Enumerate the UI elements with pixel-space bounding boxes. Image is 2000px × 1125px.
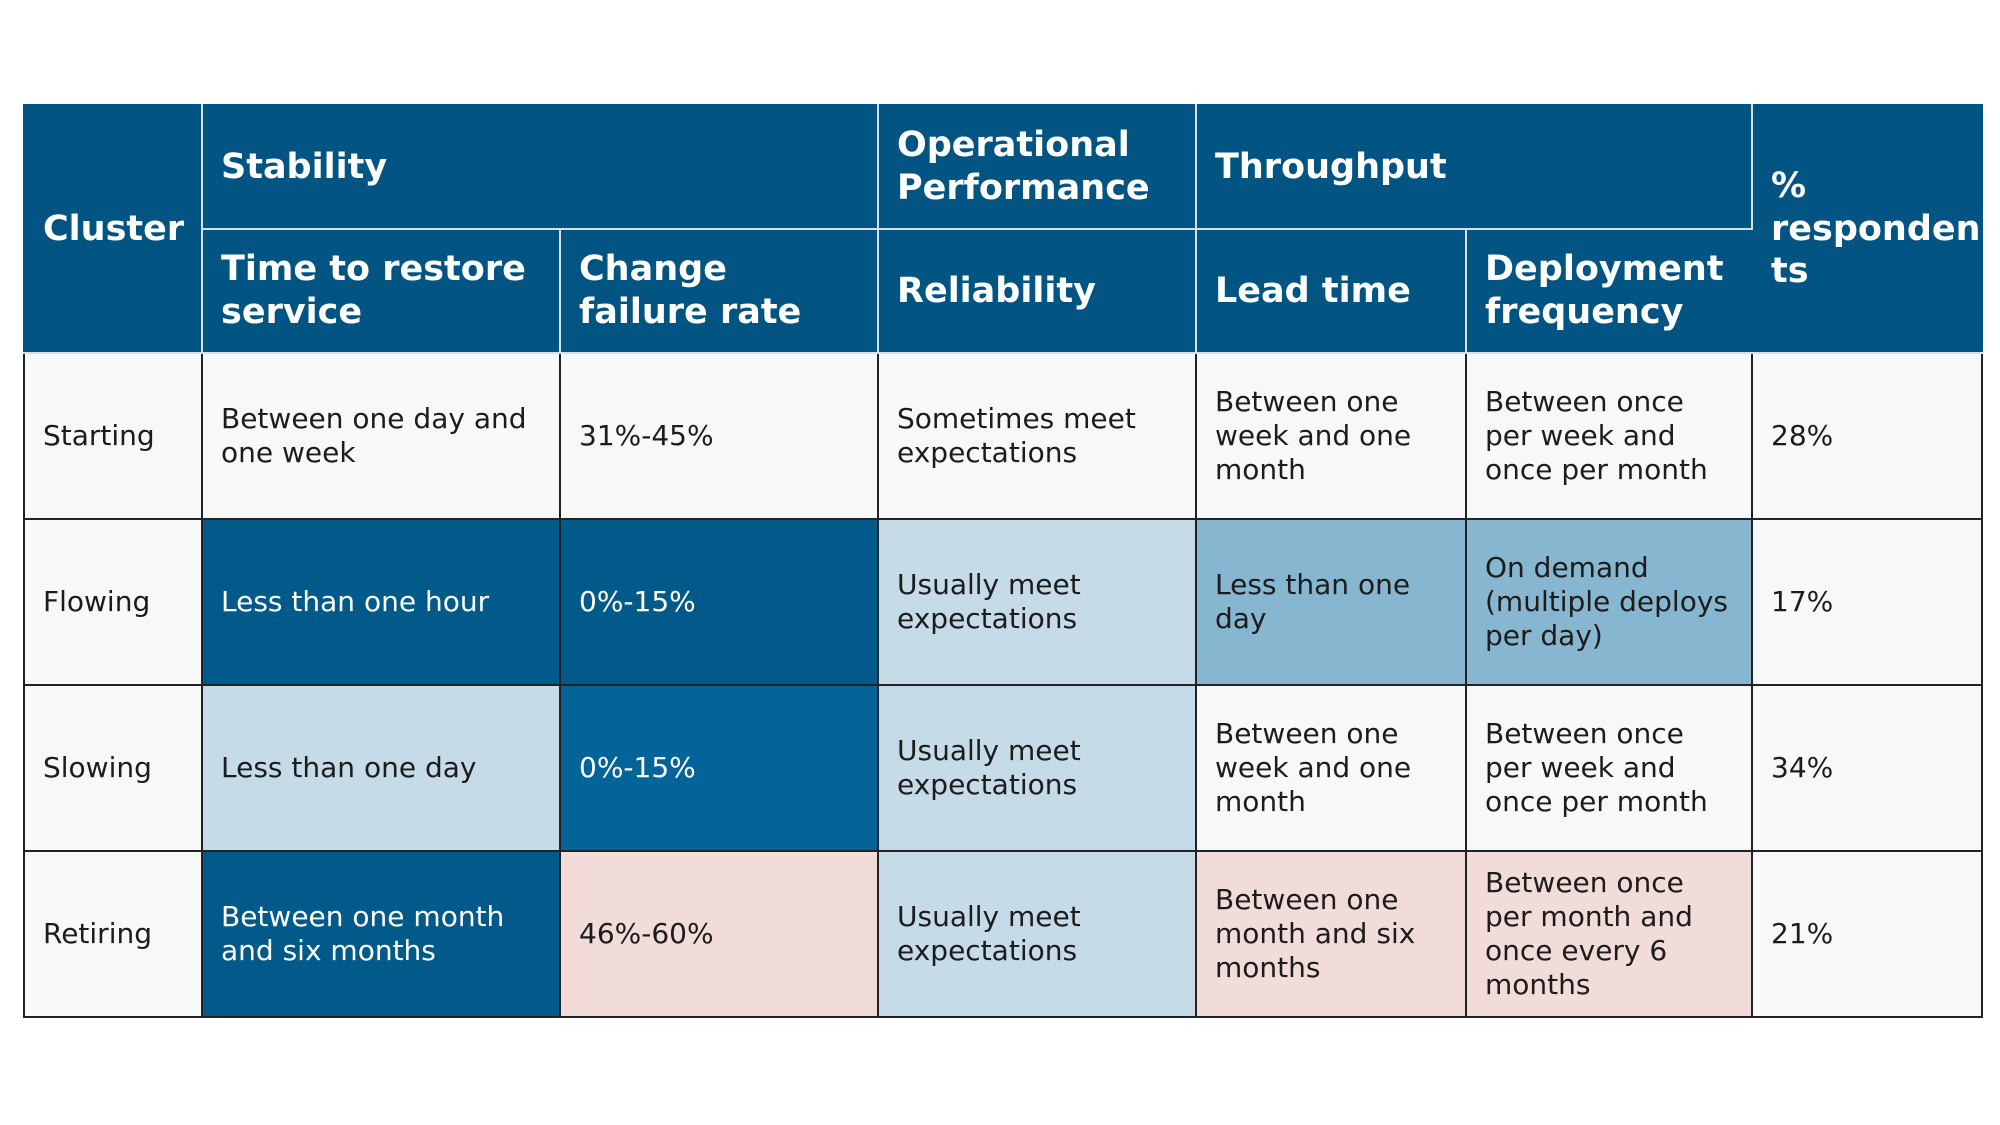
- table-row: Retiring Between one month and six month…: [23, 850, 1983, 1018]
- lead-time-cell: Between one month and six months: [1195, 850, 1467, 1018]
- change-failure-rate-cell: 0%-15%: [559, 684, 879, 852]
- cluster-header: Cluster: [23, 104, 203, 354]
- cluster-cell: Retiring: [23, 850, 203, 1018]
- stability-header: Stability: [201, 104, 879, 230]
- cluster-cell: Starting: [23, 352, 203, 520]
- change-failure-rate-cell: 46%-60%: [559, 850, 879, 1018]
- reliability-cell: Usually meet expectations: [877, 850, 1197, 1018]
- deployment-frequency-cell: Between once per month and once every 6 …: [1465, 850, 1753, 1018]
- time-to-restore-cell: Less than one day: [201, 684, 561, 852]
- cluster-cell: Flowing: [23, 518, 203, 686]
- percent-respondents-header: % responden ts: [1751, 104, 1983, 354]
- reliability-cell: Usually meet expectations: [877, 518, 1197, 686]
- time-to-restore-cell: Between one month and six months: [201, 850, 561, 1018]
- change-failure-rate-cell: 31%-45%: [559, 352, 879, 520]
- time-to-restore-cell: Between one day and one week: [201, 352, 561, 520]
- reliability-cell: Usually meet expectations: [877, 684, 1197, 852]
- operational-performance-header: Operational Performance: [877, 104, 1197, 230]
- respondents-cell: 34%: [1751, 684, 1983, 852]
- header-row-metrics: Time to restore service Change failure r…: [24, 228, 1982, 354]
- reliability-header: Reliability: [877, 228, 1197, 354]
- respondents-cell: 28%: [1751, 352, 1983, 520]
- deployment-frequency-cell: Between once per week and once per month: [1465, 352, 1753, 520]
- cluster-table: Cluster Stability Operational Performanc…: [23, 104, 1983, 1018]
- time-to-restore-cell: Less than one hour: [201, 518, 561, 686]
- throughput-header: Throughput: [1195, 104, 1753, 230]
- time-to-restore-header: Time to restore service: [201, 228, 561, 354]
- cluster-cell: Slowing: [23, 684, 203, 852]
- table-row: Starting Between one day and one week 31…: [23, 352, 1983, 520]
- table-row: Flowing Less than one hour 0%-15% Usuall…: [23, 518, 1983, 686]
- reliability-cell: Sometimes meet expectations: [877, 352, 1197, 520]
- deployment-frequency-cell: On demand (multiple deploys per day): [1465, 518, 1753, 686]
- lead-time-cell: Between one week and one month: [1195, 352, 1467, 520]
- change-failure-rate-header: Change failure rate: [559, 228, 879, 354]
- respondents-cell: 17%: [1751, 518, 1983, 686]
- respondents-cell: 21%: [1751, 850, 1983, 1018]
- lead-time-cell: Between one week and one month: [1195, 684, 1467, 852]
- deployment-frequency-header: Deployment frequency: [1465, 228, 1753, 354]
- lead-time-header: Lead time: [1195, 228, 1467, 354]
- deployment-frequency-cell: Between once per week and once per month: [1465, 684, 1753, 852]
- table-row: Slowing Less than one day 0%-15% Usually…: [23, 684, 1983, 852]
- header-row-groups: Cluster Stability Operational Performanc…: [23, 104, 1983, 354]
- change-failure-rate-cell: 0%-15%: [559, 518, 879, 686]
- lead-time-cell: Less than one day: [1195, 518, 1467, 686]
